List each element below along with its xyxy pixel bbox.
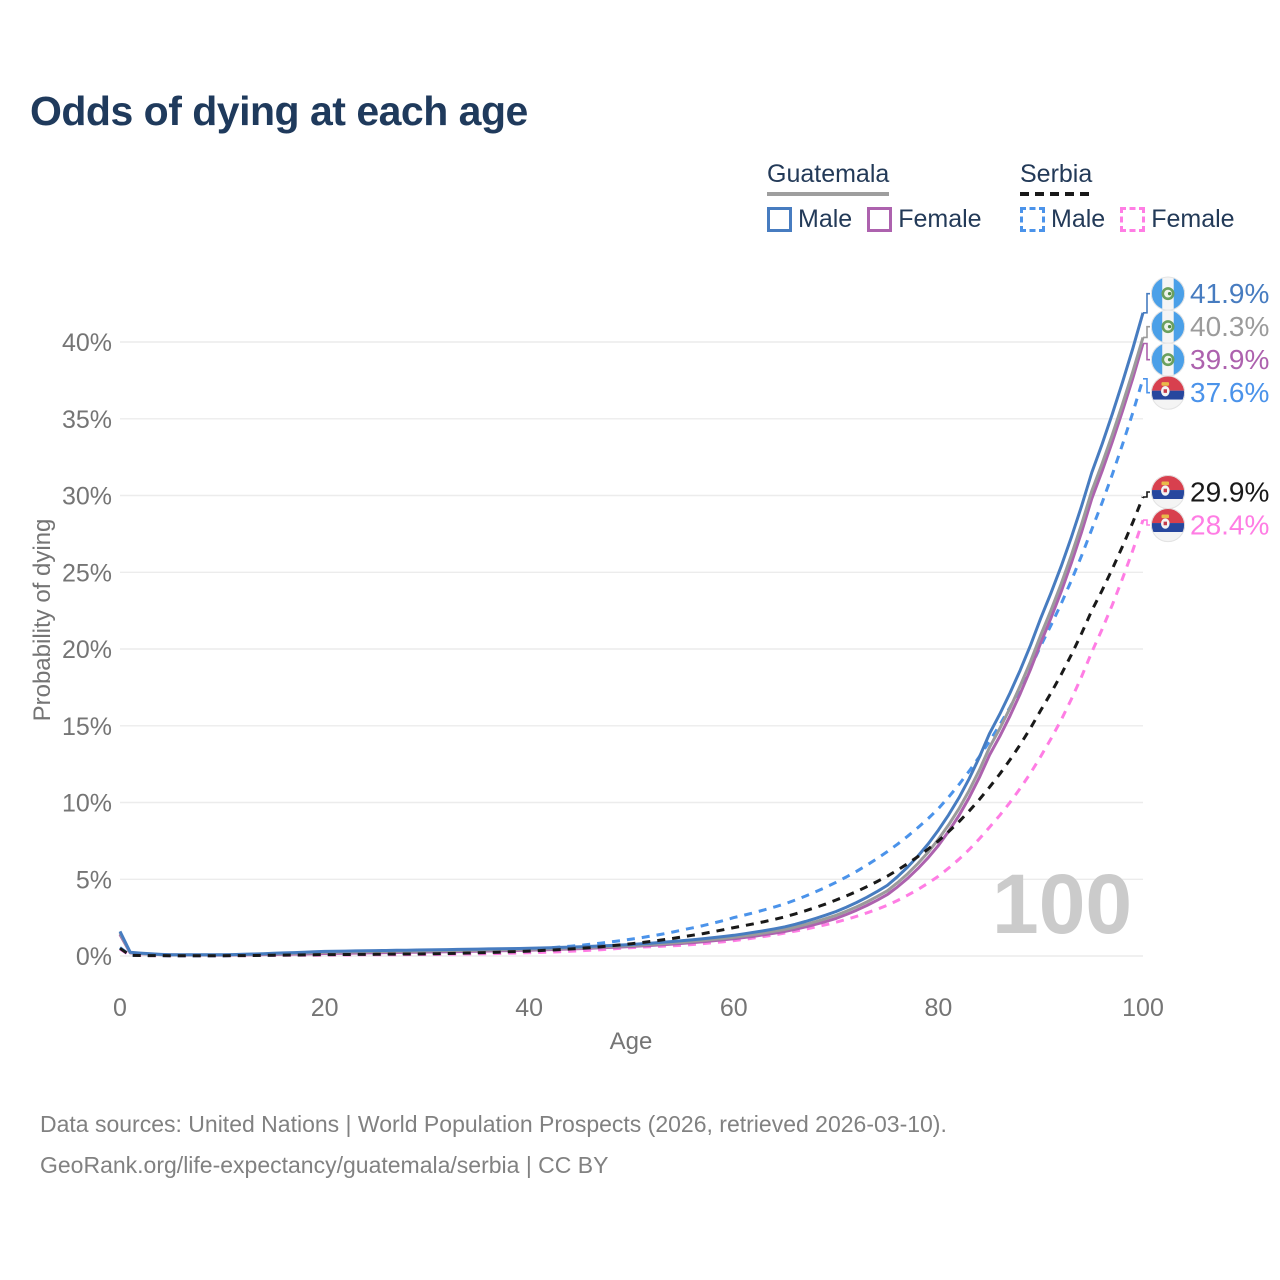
guatemala-flag-icon (1150, 276, 1186, 311)
end-label-value: 40.3% (1190, 311, 1269, 342)
guatemala-flag-icon (1150, 342, 1186, 377)
serbia-flag-icon (1150, 507, 1186, 543)
footer: Data sources: United Nations | World Pop… (40, 1104, 947, 1186)
legend-swatch (1020, 207, 1045, 232)
legend-group-linestyle-solid (767, 192, 889, 196)
end-label-serbia-female[interactable]: 28.4% (1143, 507, 1269, 543)
label-connector (1143, 378, 1150, 394)
end-label-serbia-all[interactable]: 29.9% (1143, 474, 1269, 510)
legend-swatch (1120, 207, 1146, 232)
legend-item-guatemala-male[interactable]: Male (767, 205, 852, 234)
legend-item-serbia-male[interactable]: Male (1020, 205, 1105, 234)
label-connector (1143, 325, 1150, 339)
attribution-line: GeoRank.org/life-expectancy/guatemala/se… (40, 1151, 609, 1178)
legend-item-label: Female (1151, 205, 1235, 233)
end-label-value: 28.4% (1190, 510, 1269, 541)
age-watermark: 100 (992, 857, 1133, 951)
end-label-guatemala-all[interactable]: 40.3% (1143, 309, 1269, 344)
page-title: Odds of dying at each age (30, 88, 528, 134)
label-connector (1143, 292, 1150, 314)
x-tick-label: 20 (311, 994, 339, 1022)
legend-item-guatemala-female[interactable]: Female (867, 205, 982, 234)
series-line-serbia-female[interactable] (119, 519, 1145, 958)
end-label-value: 37.6% (1190, 377, 1269, 408)
legend-item-serbia-female[interactable]: Female (1120, 205, 1235, 234)
legend-group-serbia: Serbia Male Female (1020, 160, 1235, 234)
y-tick-label: 15% (62, 713, 112, 741)
y-tick-label: 30% (62, 483, 112, 511)
end-label-value: 29.9% (1190, 477, 1269, 508)
data-sources-line: Data sources: United Nations | World Pop… (40, 1111, 947, 1137)
y-tick-label: 10% (62, 790, 112, 818)
guatemala-flag-icon (1150, 309, 1186, 344)
label-connector (1143, 519, 1150, 526)
x-tick-label: 0 (113, 994, 127, 1022)
series-line-guatemala-male[interactable] (118, 312, 1145, 957)
legend-item-label: Male (798, 205, 853, 233)
x-tick-label: 60 (720, 994, 748, 1022)
x-axis-title: Age (609, 1028, 653, 1055)
series-line-serbia-male[interactable] (119, 378, 1145, 958)
y-tick-label: 5% (76, 866, 112, 894)
y-tick-label: 35% (62, 406, 112, 434)
legend-group-label: Serbia (1020, 160, 1093, 188)
serbia-flag-icon (1150, 375, 1186, 410)
legend-swatch (867, 207, 893, 232)
x-tick-label: 40 (515, 994, 543, 1022)
legend-item-label: Male (1051, 205, 1106, 233)
end-label-value: 39.9% (1190, 344, 1269, 375)
legend-item-label: Female (898, 205, 982, 233)
y-axis-title: Probability of dying (29, 518, 56, 722)
label-connector (1143, 342, 1150, 361)
y-tick-label: 40% (62, 329, 112, 357)
series-line-serbia-all[interactable] (119, 496, 1145, 958)
series-line-guatemala-all[interactable] (118, 336, 1145, 957)
legend-group-label: Guatemala (767, 160, 890, 188)
legend-group-linestyle-dashed (1020, 192, 1092, 196)
end-label-value: 41.9% (1190, 278, 1269, 309)
x-tick-label: 100 (1122, 994, 1164, 1022)
y-tick-label: 20% (62, 636, 112, 664)
end-label-guatemala-male[interactable]: 41.9% (1143, 276, 1269, 314)
end-label-guatemala-female[interactable]: 39.9% (1143, 342, 1269, 377)
x-tick-label: 80 (924, 994, 952, 1022)
legend-swatch (767, 207, 792, 232)
legend-group-guatemala: Guatemala Male Female (767, 160, 982, 234)
label-connector (1143, 491, 1150, 498)
end-label-serbia-male[interactable]: 37.6% (1143, 375, 1269, 410)
y-tick-label: 0% (76, 943, 112, 971)
y-tick-label: 25% (62, 559, 112, 587)
serbia-flag-icon (1150, 474, 1186, 510)
